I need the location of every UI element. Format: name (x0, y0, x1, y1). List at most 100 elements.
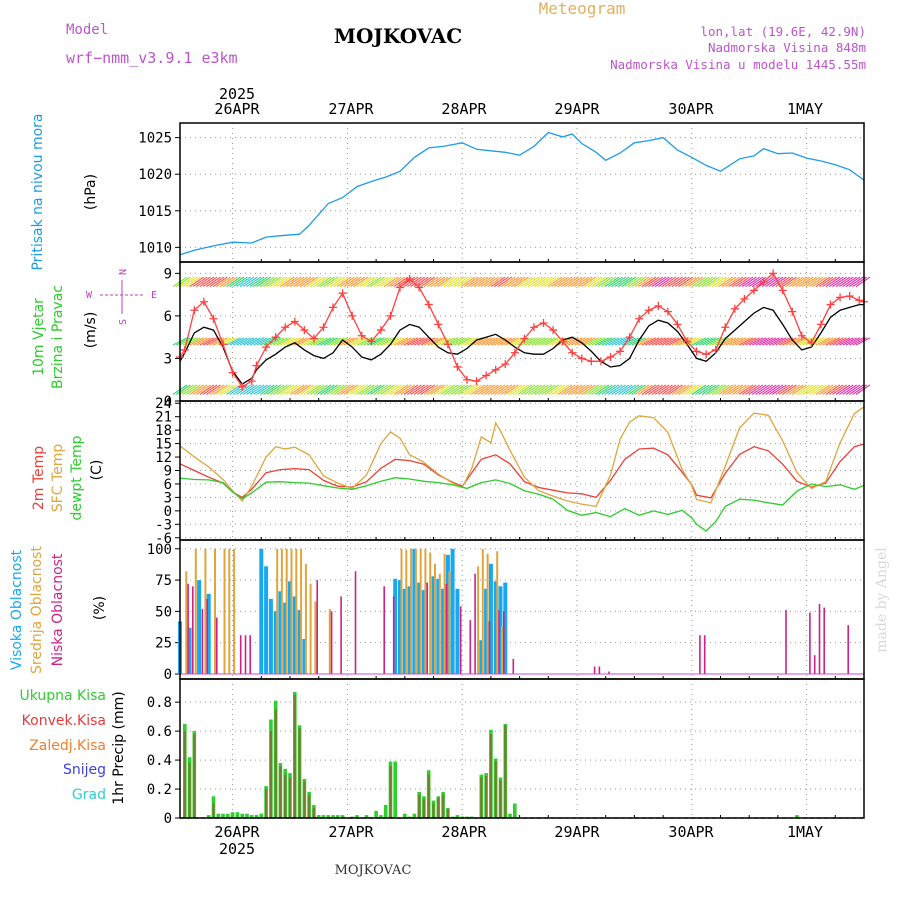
wind-barb (557, 276, 573, 288)
wind-barb (306, 384, 322, 395)
wind-barb (202, 337, 218, 346)
wind-barb (474, 384, 489, 395)
cloud-unit: (%) (92, 596, 108, 620)
wind-barb (243, 337, 258, 346)
compass-north: N (118, 269, 129, 275)
y-tick-label: 9 (164, 266, 172, 282)
wind-barb (474, 276, 489, 288)
mid-cloud-bar (477, 566, 480, 674)
wind-barb (798, 276, 814, 288)
y-tick-label: 0.6 (147, 724, 172, 740)
wind-barb (648, 337, 663, 346)
wind-barb (239, 276, 255, 288)
wind-barb (822, 276, 837, 288)
wind-barb (561, 276, 576, 288)
wind-barb (849, 384, 864, 395)
wind-barb (477, 276, 492, 288)
wind-barb (674, 384, 690, 395)
wind-barb (721, 337, 737, 346)
low-cloud-bar (503, 611, 505, 674)
wind-barb (343, 337, 359, 346)
total-precip-bar (412, 813, 417, 818)
wind-barb (805, 276, 821, 288)
wind-barb (855, 384, 871, 395)
wind-barb (487, 276, 502, 288)
wind-barb (611, 337, 626, 346)
wind-barb (765, 276, 780, 288)
wind-barb (494, 384, 509, 395)
top-day-label: 30APR (668, 100, 714, 118)
wind-barb (628, 384, 643, 395)
low-cloud-bar (330, 611, 333, 674)
wind-barb (531, 337, 546, 346)
gust-marker (644, 306, 653, 315)
wind-barb (701, 276, 717, 288)
wind-barb (196, 384, 211, 395)
wind-barb (594, 276, 610, 288)
wind-barb (658, 337, 673, 346)
wind-barb (437, 276, 452, 288)
wind-barb (674, 276, 690, 288)
wind-barb (457, 337, 472, 346)
wind-barb (390, 276, 405, 288)
wind-barb (648, 384, 663, 395)
wind-barb (510, 384, 526, 395)
bottom-day-label: 29APR (554, 823, 600, 841)
wind-barb (363, 384, 379, 395)
wind-barb (661, 276, 677, 288)
wind-barb (477, 337, 492, 346)
wind-barb (296, 337, 312, 346)
wind-barb (417, 384, 432, 395)
wind-barb (427, 337, 442, 346)
wind-barb (711, 276, 727, 288)
top-year-label: 2025 (219, 85, 255, 103)
conv-precip-bar (442, 794, 445, 818)
low-cloud-bar (818, 603, 821, 674)
wind-barb (343, 384, 359, 395)
wind-barb (520, 384, 536, 395)
wind-barb (547, 384, 563, 395)
mid-cloud-bar (405, 550, 408, 674)
total-precip-bar (254, 815, 259, 818)
temperature-frame (179, 400, 865, 541)
wind-barb (259, 384, 275, 395)
gust-marker (271, 333, 280, 342)
wind-barb (534, 337, 549, 346)
wind-barb (802, 384, 817, 395)
gust-marker (749, 286, 758, 295)
wind-barb (614, 337, 630, 346)
wind-barb (373, 337, 389, 346)
wind-barb (785, 337, 800, 346)
wind-barb (256, 384, 271, 395)
high-cloud-bar (283, 602, 288, 674)
wind-barb (527, 337, 543, 346)
total-precip-bar (374, 810, 378, 818)
wind-barb (651, 337, 667, 346)
wind-barb (504, 276, 519, 288)
wind-barb (768, 384, 784, 395)
wind-barb (400, 384, 415, 395)
gust-marker (443, 340, 452, 349)
gust-marker (721, 323, 730, 332)
wind-barb (758, 337, 774, 346)
wind-barb (310, 384, 325, 395)
wind-barb (380, 337, 395, 346)
total-precip-bar (221, 813, 225, 818)
wind-barb (330, 337, 345, 346)
high-cloud-bar (479, 640, 484, 674)
wind-barb (407, 384, 422, 395)
wind-barb (571, 276, 586, 288)
low-cloud-bar (201, 608, 204, 674)
wind-barb (825, 384, 841, 395)
wind-barb (651, 384, 667, 395)
high-cloud-bar (450, 548, 455, 674)
wind-barb (537, 384, 553, 395)
gust-marker (778, 286, 787, 295)
wind-barb (520, 276, 536, 288)
low-cloud-bar (813, 655, 816, 674)
wind-barb (336, 384, 352, 395)
gust-marker (386, 311, 395, 320)
wind-barb (182, 276, 198, 288)
wind-barb (514, 276, 529, 288)
wind-barb (279, 337, 295, 346)
